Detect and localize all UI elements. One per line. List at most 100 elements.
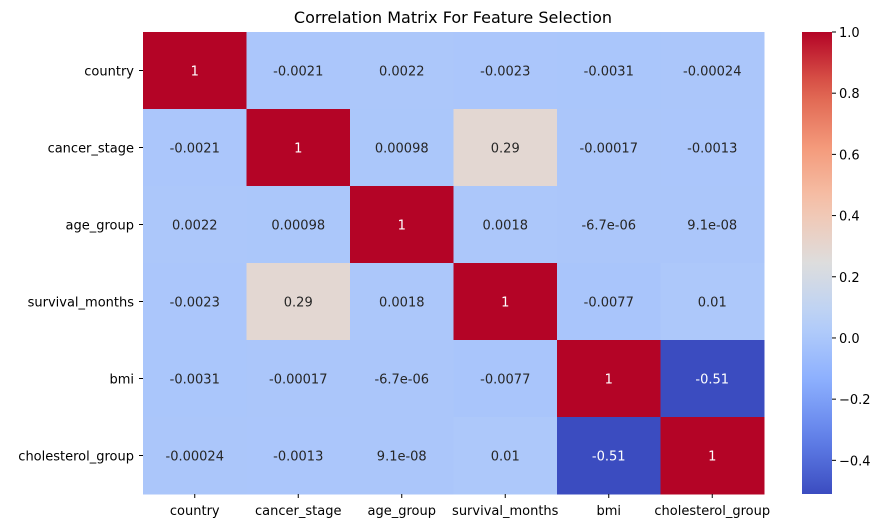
x-tick-label: country [170,504,220,519]
cell-annotation: -6.7e-06 [581,219,636,234]
colorbar [802,32,832,494]
cell-annotation: -0.51 [695,373,729,388]
heatmap-cell [350,186,454,264]
cell-annotation: -0.0077 [584,296,634,311]
x-tick-label: cholesterol_group [654,504,770,519]
heatmap-cell [557,417,661,495]
cell-annotation: -0.00017 [269,373,327,388]
cell-annotation: -0.0031 [584,65,634,80]
y-tick-label: bmi [109,373,134,388]
heatmap-cell [350,32,454,110]
colorbar-tick-label: 0.4 [839,210,860,225]
heatmap-cell [143,417,247,495]
y-tick-label: cholesterol_group [18,450,134,465]
colorbar-tick-label: 0.2 [839,271,860,286]
cell-annotation: 1 [191,65,199,80]
heatmap-cell [143,109,247,187]
heatmap-cell [660,32,765,110]
heatmap-cell [143,263,247,341]
colorbar-tick-label: 1.0 [839,26,860,41]
colorbar-tick-label: −0.2 [839,393,871,408]
heatmap-cell [453,186,558,264]
heatmap-cell [350,340,454,418]
heatmap-cell [143,186,247,264]
heatmap-cell [246,109,351,187]
heatmap-cell [453,109,558,187]
heatmap-cell [660,263,765,341]
cell-annotation: -0.00024 [683,65,741,80]
x-tick-label: age_group [368,504,436,519]
cell-annotation: 0.29 [284,296,313,311]
heatmap-cell [246,186,351,264]
heatmap-cell [453,32,558,110]
heatmap-cell [453,263,558,341]
colorbar-tick-label: −0.4 [839,454,871,469]
cell-annotation: 1 [605,373,613,388]
heatmap-cell [557,340,661,418]
heatmap-cell [246,32,351,110]
heatmap-cell [557,109,661,187]
cell-annotation: -0.0021 [170,142,220,157]
x-tick-label: cancer_stage [255,504,341,519]
x-axis-ticks: country cancer_stage age_group survival_mon… [170,494,770,519]
heatmap-cell [660,186,765,264]
heatmap-cell [143,340,247,418]
heatmap-cell [660,340,765,418]
cell-annotation: -0.0077 [480,373,530,388]
heatmap-cell [453,417,558,495]
heatmap-cell [246,417,351,495]
heatmap-cell [350,263,454,341]
heatmap-cell [557,186,661,264]
cell-annotation: -0.00024 [166,450,224,465]
cell-annotation: 9.1e-08 [377,450,427,465]
heatmap-cell [350,417,454,495]
cell-annotation: 1 [294,142,302,157]
cell-annotation: 0.01 [491,450,520,465]
cell-annotation: -0.00017 [580,142,638,157]
cell-annotation: 1 [398,219,406,234]
cell-annotation: -0.0031 [170,373,220,388]
cell-annotation: -0.0023 [480,65,530,80]
cell-annotation: -6.7e-06 [374,373,429,388]
cell-annotation: 0.0022 [379,65,425,80]
cell-annotation: 0.00098 [271,219,325,234]
cell-annotation: -0.0013 [687,142,737,157]
cell-annotation: 0.29 [491,142,520,157]
heatmap-cell [246,340,351,418]
cell-annotation: 0.00098 [375,142,429,157]
x-tick-label: bmi [596,504,621,519]
y-tick-label: cancer_stage [48,142,134,157]
colorbar-tick-label: 0.6 [839,148,860,163]
heatmap-cell [557,32,661,110]
x-tick-label: survival_months [452,504,559,519]
heatmap-cell [350,109,454,187]
y-tick-label: age_group [66,219,134,234]
heatmap-cell [453,340,558,418]
colorbar-tick-label: 0.8 [839,87,860,102]
y-tick-label: country [84,65,134,80]
cell-annotation: -0.51 [592,450,626,465]
cell-annotation: -0.0023 [170,296,220,311]
cell-annotation: -0.0013 [273,450,323,465]
heatmap-cell [660,109,765,187]
cell-annotation: 0.0018 [483,219,529,234]
cell-annotation: 0.0022 [172,219,218,234]
heatmap-cell [143,32,247,110]
heatmap-cell [557,263,661,341]
heatmap-cells [143,32,765,495]
cell-annotation: -0.0021 [273,65,323,80]
cell-annotation: 0.0018 [379,296,425,311]
cell-annotation: 1 [708,450,716,465]
colorbar-ticks: −0.4 −0.2 0.0 0.2 0.4 0.6 0.8 1.0 [832,26,871,469]
heatmap-cell [660,417,765,495]
cell-annotation: 0.01 [698,296,727,311]
heatmap-cell [246,263,351,341]
colorbar-tick-label: 0.0 [839,332,860,347]
cell-annotation: 1 [501,296,509,311]
cell-annotations: 1 -0.0021 0.0022 -0.0023 -0.0031 -0.00024 -0.0… [166,65,742,465]
cell-annotation: 9.1e-08 [687,219,737,234]
y-axis-ticks: country cancer_stage age_group survival_mon… [18,65,143,465]
y-tick-label: survival_months [28,296,135,311]
chart-title: Correlation Matrix For Feature Selection [294,8,612,27]
